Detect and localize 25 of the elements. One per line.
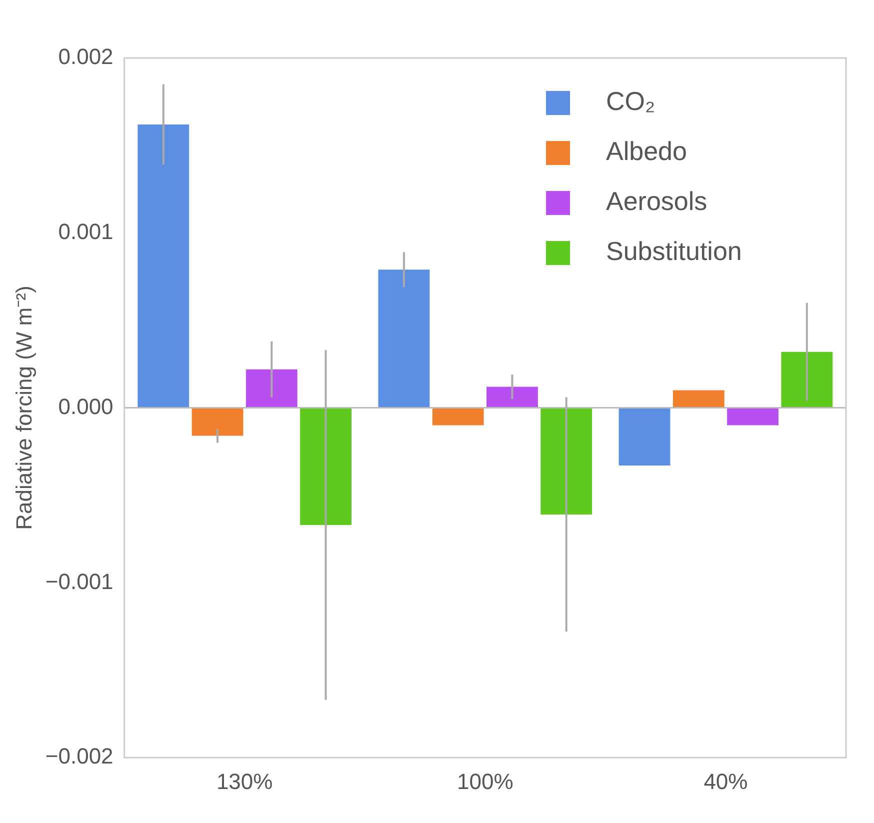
legend-label: Aerosols — [606, 186, 708, 216]
x-tick-label: 100% — [457, 768, 514, 794]
bar — [300, 408, 352, 525]
y-tick-label: −0.002 — [45, 744, 114, 769]
x-tick-label: 40% — [704, 768, 748, 794]
bar — [540, 408, 592, 514]
legend-label: Substitution — [606, 236, 742, 266]
y-tick-label: −0.001 — [45, 568, 114, 594]
bar — [378, 270, 430, 408]
bar — [486, 386, 538, 408]
bar — [138, 124, 190, 408]
legend-label: Albedo — [606, 136, 687, 166]
y-tick-label: 0.001 — [58, 218, 114, 244]
bar — [432, 408, 484, 426]
bar — [781, 352, 833, 408]
y-tick-label: 0.002 — [58, 44, 114, 70]
y-axis-title: Radiative forcing (W m⁻²) — [11, 286, 36, 530]
y-tick-label: 0.000 — [58, 394, 114, 419]
x-tick-label: 130% — [216, 768, 273, 794]
bar — [618, 408, 670, 466]
bar — [246, 369, 298, 408]
legend-label: CO₂ — [606, 86, 656, 116]
bar — [727, 408, 778, 426]
bar — [672, 390, 724, 408]
bar — [192, 408, 244, 436]
